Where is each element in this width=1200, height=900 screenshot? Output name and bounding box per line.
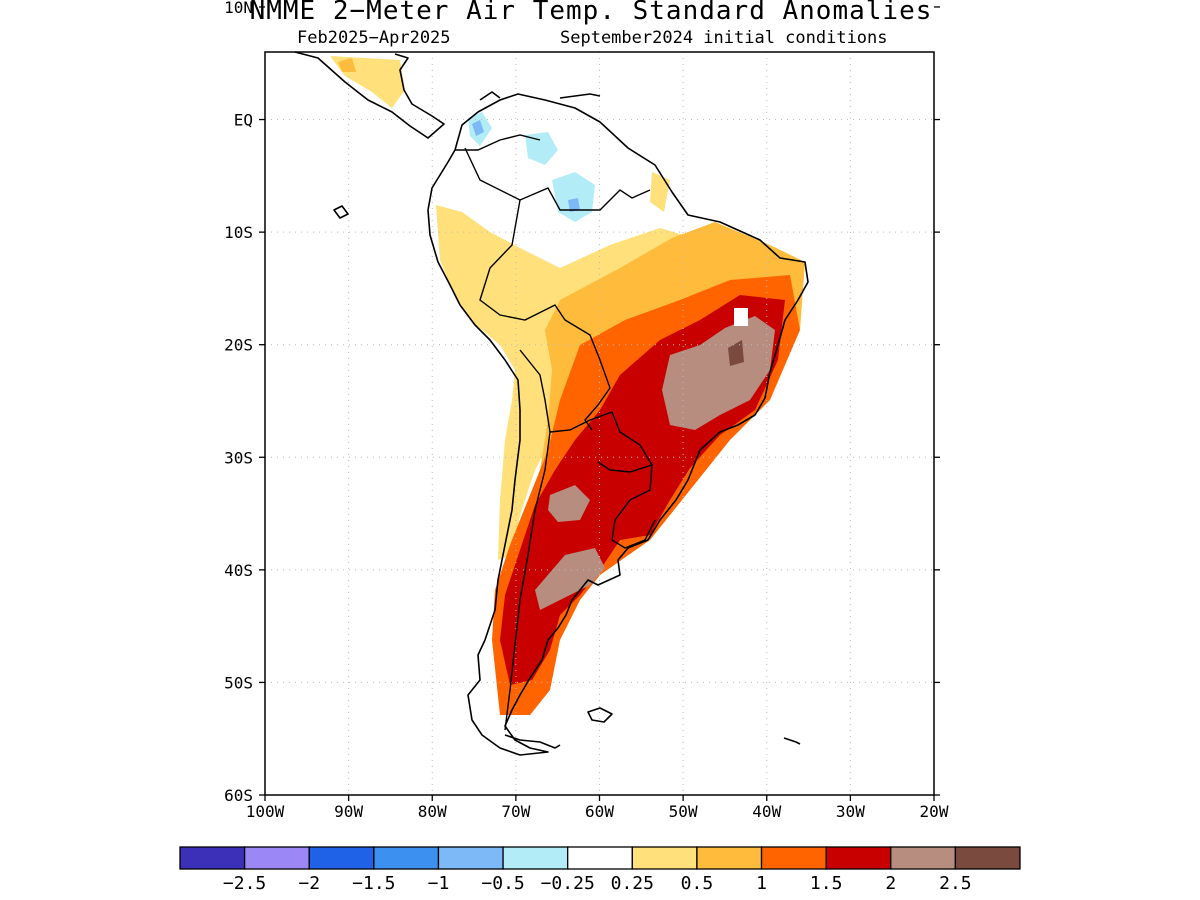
color-bar-labels: −2.5 −2 −1.5 −1 −0.5 −0.25 0.25 0.5 1 1.5 2 2.5: [223, 873, 972, 894]
lat-tick-label: 10S: [224, 223, 253, 242]
color-bar-swatch: [243, 846, 310, 870]
color-bar-label: 1.5: [810, 873, 843, 894]
lat-tick-label: EQ: [234, 111, 253, 130]
color-bar-label: −2.5: [223, 873, 266, 894]
lon-tick-label: 60W: [585, 802, 614, 821]
lat-tick-label: 40S: [224, 561, 253, 580]
lat-tick-label: 20S: [224, 336, 253, 355]
lon-tick-label: 90W: [334, 802, 363, 821]
anomaly-region-neg-0.25-0.5: [552, 172, 595, 222]
color-bar-swatch: [179, 846, 246, 870]
color-bar-swatch: [631, 846, 698, 870]
border-line: [455, 134, 541, 151]
longitude-labels: 100W 90W 80W 70W 60W 50W 40W 30W 20W: [246, 802, 949, 821]
color-bar-label: −2: [298, 873, 320, 894]
country-borders: [455, 134, 656, 731]
lon-tick-label: 50W: [669, 802, 698, 821]
color-bar-label: −1.5: [352, 873, 395, 894]
anomaly-region-2-2.5: [548, 485, 590, 522]
color-bar-swatch: [954, 846, 1021, 870]
lat-tick-label: 30S: [224, 448, 253, 467]
color-bar-swatch: [696, 846, 763, 870]
border-line: [504, 431, 551, 731]
color-bar: [179, 846, 1021, 870]
central-america-coastline: [294, 51, 445, 139]
anomaly-field: [330, 56, 805, 715]
axis-ticks: [259, 6, 940, 801]
missing-data-cell: [734, 308, 748, 326]
lon-tick-label: 20W: [920, 802, 949, 821]
color-bar-swatch: [760, 846, 827, 870]
anomaly-region-neg-0.5-1: [472, 120, 484, 136]
color-bar-label: 0.5: [681, 873, 714, 894]
color-bar-label: 0.25: [611, 873, 654, 894]
border-line: [549, 411, 654, 473]
map-gridlines: [265, 52, 934, 795]
falkland-islands: [587, 707, 613, 723]
south-america-coastline: [427, 93, 809, 756]
color-bar-label: 2.5: [939, 873, 972, 894]
anomaly-region-above-2.5: [728, 340, 744, 366]
color-bar-swatch: [567, 846, 633, 870]
lon-tick-label: 30W: [836, 802, 865, 821]
color-bar-label: −0.25: [541, 873, 595, 894]
color-bar-swatch: [308, 846, 375, 870]
tierra-del-fuego: [504, 734, 561, 749]
lon-tick-label: 40W: [752, 802, 781, 821]
coastlines: [294, 51, 809, 756]
color-bar-swatch: [437, 846, 504, 870]
caribbean-coastline: [479, 91, 601, 101]
chart-title: NMME 2−Meter Air Temp. Standard Anomalie…: [249, 0, 933, 26]
lon-tick-label: 80W: [418, 802, 447, 821]
border-line: [519, 187, 651, 211]
color-bar-swatch: [825, 846, 892, 870]
color-bar-label: 2: [885, 873, 896, 894]
galapagos-islands: [333, 205, 349, 219]
border-line: [464, 147, 611, 431]
color-bar-label: −0.5: [481, 873, 524, 894]
lon-tick-label: 100W: [246, 802, 285, 821]
color-bar-swatch: [373, 846, 440, 870]
latitude-labels: 10N EQ 10S 20S 30S 40S 50S 60S: [224, 0, 253, 805]
lon-tick-label: 70W: [501, 802, 530, 821]
anomaly-region-2-2.5: [662, 316, 775, 430]
anomaly-region-0.5-1: [338, 58, 356, 72]
color-bar-swatch: [502, 846, 569, 870]
color-bar-label: −1: [428, 873, 450, 894]
forecast-period: Feb2025−Apr2025: [297, 28, 451, 48]
border-line: [611, 464, 656, 549]
lat-tick-label: 50S: [224, 673, 253, 692]
south-georgia-island: [783, 737, 801, 745]
anomaly-region-neg-0.5-1: [568, 198, 580, 212]
lat-tick-label: 60S: [224, 786, 253, 805]
anomaly-region-0.25-0.5: [650, 172, 670, 212]
border-line: [519, 349, 551, 433]
lat-tick-label: 10N: [224, 0, 253, 17]
color-bar-swatch: [890, 846, 957, 870]
anomaly-region-neg-0.25-0.5: [525, 132, 558, 165]
anomaly-region-2-2.5: [535, 548, 605, 610]
initial-conditions: September2024 initial conditions: [560, 28, 888, 48]
color-bar-label: 1: [756, 873, 767, 894]
